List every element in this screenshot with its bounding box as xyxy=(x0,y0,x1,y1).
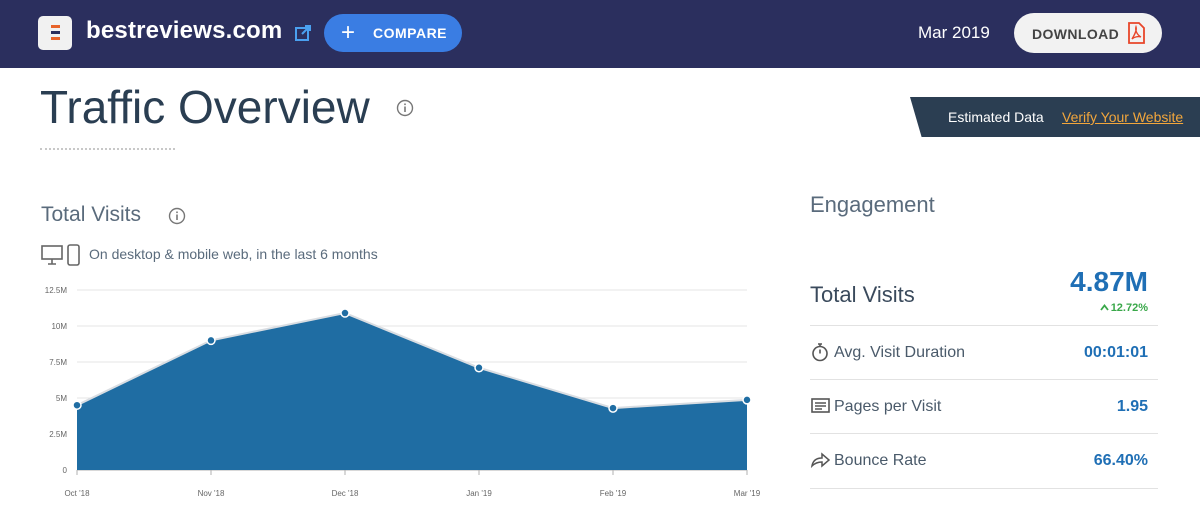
pdf-icon xyxy=(1128,22,1145,44)
x-tick-label: Oct '18 xyxy=(64,489,90,498)
desktop-mobile-icon xyxy=(41,244,80,266)
y-tick-label: 0 xyxy=(63,466,68,475)
y-tick-label: 7.5M xyxy=(49,358,67,367)
y-tick-label: 12.5M xyxy=(45,286,68,295)
download-button[interactable]: DOWNLOAD xyxy=(1014,13,1162,53)
y-tick-label: 5M xyxy=(56,394,67,403)
info-icon[interactable] xyxy=(396,99,414,117)
estimated-data-label: Estimated Data xyxy=(948,109,1044,125)
data-point xyxy=(608,403,618,413)
visits-area xyxy=(77,313,747,470)
y-tick-label: 10M xyxy=(51,322,67,331)
pages-icon xyxy=(811,398,830,413)
total-visits-change: 12.72% xyxy=(1099,302,1148,314)
stopwatch-icon xyxy=(812,343,828,362)
metric-label: Pages per Visit xyxy=(834,398,942,415)
engagement-title: Engagement xyxy=(810,192,935,217)
metric-row-pages-per-visit: Pages per Visit 1.95 xyxy=(810,379,1158,433)
x-tick-label: Jan '19 xyxy=(466,489,492,498)
x-tick-label: Dec '18 xyxy=(332,489,359,498)
metric-row-bounce-rate: Bounce Rate 66.40% xyxy=(810,433,1158,487)
title-underline xyxy=(40,148,175,150)
data-point xyxy=(474,363,484,373)
total-visits-chart: 0 2.5M 5M 7.5M 10M 12.5M Oct '18 Nov '18 Dec '18… xyxy=(45,286,760,498)
metric-row-avg-visit-duration: Avg. Visit Duration 00:01:01 xyxy=(810,325,1158,379)
total-visits-change-value: 12.72% xyxy=(1110,302,1148,314)
compare-label: COMPARE xyxy=(373,25,448,41)
verify-website-link[interactable]: Verify Your Website xyxy=(1062,109,1184,125)
top-bar: bestreviews.com + COMPARE Mar 2019 DOWNL… xyxy=(0,0,1200,68)
download-label: DOWNLOAD xyxy=(1032,26,1120,42)
x-tick-label: Feb '19 xyxy=(600,489,627,498)
metric-label: Avg. Visit Duration xyxy=(834,344,966,361)
engagement-total-visits-value: 4.87M xyxy=(1070,266,1148,297)
y-tick-label: 2.5M xyxy=(49,430,67,439)
data-point xyxy=(340,308,350,318)
page-title: Traffic Overview xyxy=(40,81,370,133)
x-tick-label: Mar '19 xyxy=(734,489,760,498)
compare-button[interactable]: + COMPARE xyxy=(324,14,462,52)
data-point xyxy=(206,335,216,346)
estimated-data-banner: Estimated Data Verify Your Website xyxy=(910,97,1200,137)
data-point xyxy=(72,400,82,410)
total-visits-subtitle: On desktop & mobile web, in the last 6 m… xyxy=(89,246,378,262)
arrow-up-icon xyxy=(1099,304,1109,311)
metric-value: 66.40% xyxy=(1093,452,1148,469)
total-visits-title: Total Visits xyxy=(41,203,141,226)
metric-value: 00:01:01 xyxy=(1083,344,1148,361)
metrics-divider xyxy=(810,488,1158,489)
site-name: bestreviews.com xyxy=(86,17,283,44)
bounce-icon xyxy=(810,452,830,469)
external-link-icon[interactable] xyxy=(294,24,312,42)
metric-label: Bounce Rate xyxy=(834,452,927,469)
x-tick-label: Nov '18 xyxy=(198,489,225,498)
plus-icon: + xyxy=(341,19,356,46)
site-logo-icon xyxy=(38,16,72,50)
period-selector[interactable]: Mar 2019 xyxy=(918,23,990,42)
engagement-total-visits-label: Total Visits xyxy=(810,282,915,307)
visits-line xyxy=(76,311,748,410)
info-icon[interactable] xyxy=(168,207,186,225)
data-point xyxy=(742,395,752,405)
metric-value: 1.95 xyxy=(1116,398,1148,415)
